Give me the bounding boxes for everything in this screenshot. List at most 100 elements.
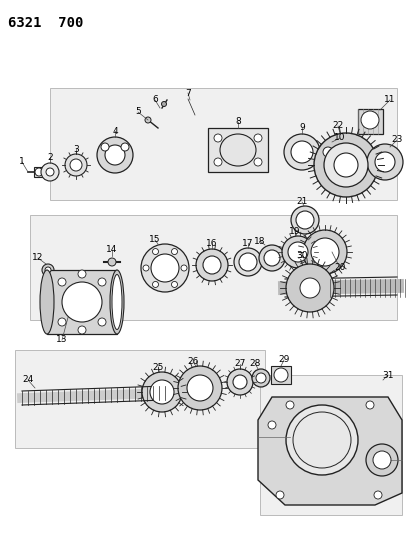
Circle shape bbox=[300, 278, 320, 298]
Circle shape bbox=[366, 444, 398, 476]
Circle shape bbox=[178, 366, 222, 410]
Circle shape bbox=[98, 318, 106, 326]
Circle shape bbox=[101, 143, 109, 151]
Text: 28: 28 bbox=[249, 359, 261, 367]
Circle shape bbox=[361, 111, 379, 129]
Circle shape bbox=[234, 248, 262, 276]
Circle shape bbox=[254, 158, 262, 166]
Text: 11: 11 bbox=[384, 95, 396, 104]
Ellipse shape bbox=[40, 270, 54, 334]
Polygon shape bbox=[260, 375, 402, 515]
Circle shape bbox=[256, 373, 266, 383]
Text: 15: 15 bbox=[149, 236, 161, 245]
Ellipse shape bbox=[110, 270, 124, 334]
Circle shape bbox=[254, 134, 262, 142]
Bar bbox=[208, 128, 268, 172]
Circle shape bbox=[286, 264, 334, 312]
Circle shape bbox=[323, 147, 333, 157]
Circle shape bbox=[239, 253, 257, 271]
Circle shape bbox=[150, 380, 174, 404]
Circle shape bbox=[367, 144, 403, 180]
Circle shape bbox=[214, 134, 222, 142]
Ellipse shape bbox=[112, 274, 122, 329]
Circle shape bbox=[65, 154, 87, 176]
Polygon shape bbox=[15, 350, 265, 448]
Text: 17: 17 bbox=[242, 238, 254, 247]
Text: 29: 29 bbox=[278, 356, 290, 365]
Circle shape bbox=[264, 250, 280, 266]
Circle shape bbox=[303, 230, 347, 274]
Circle shape bbox=[286, 401, 294, 409]
Ellipse shape bbox=[286, 405, 358, 475]
Circle shape bbox=[41, 163, 59, 181]
Circle shape bbox=[62, 282, 102, 322]
Text: 9: 9 bbox=[299, 124, 305, 133]
Circle shape bbox=[373, 451, 391, 469]
Circle shape bbox=[181, 265, 187, 271]
Circle shape bbox=[276, 491, 284, 499]
Text: 1: 1 bbox=[19, 157, 25, 166]
Bar bbox=[358, 109, 383, 134]
Circle shape bbox=[291, 206, 319, 234]
Text: 26: 26 bbox=[187, 358, 199, 367]
Polygon shape bbox=[50, 88, 397, 200]
Circle shape bbox=[233, 375, 247, 389]
Circle shape bbox=[42, 264, 54, 276]
Circle shape bbox=[259, 245, 285, 271]
Circle shape bbox=[153, 281, 158, 287]
Circle shape bbox=[162, 101, 166, 107]
Text: 14: 14 bbox=[106, 246, 118, 254]
Circle shape bbox=[105, 145, 125, 165]
Circle shape bbox=[284, 134, 320, 170]
Polygon shape bbox=[30, 215, 397, 320]
Circle shape bbox=[145, 117, 151, 123]
Text: 10: 10 bbox=[334, 133, 346, 142]
Circle shape bbox=[252, 369, 270, 387]
Circle shape bbox=[70, 159, 82, 171]
Circle shape bbox=[227, 369, 253, 395]
Text: 12: 12 bbox=[32, 254, 44, 262]
Circle shape bbox=[187, 375, 213, 401]
Text: 16: 16 bbox=[206, 238, 218, 247]
Circle shape bbox=[58, 318, 66, 326]
Text: 31: 31 bbox=[382, 370, 394, 379]
Circle shape bbox=[78, 270, 86, 278]
Circle shape bbox=[58, 278, 66, 286]
Text: 30: 30 bbox=[296, 251, 308, 260]
Circle shape bbox=[141, 244, 189, 292]
Circle shape bbox=[35, 168, 43, 176]
Circle shape bbox=[268, 421, 276, 429]
Circle shape bbox=[334, 153, 358, 177]
Text: 7: 7 bbox=[185, 88, 191, 98]
Polygon shape bbox=[258, 397, 402, 505]
Text: 21: 21 bbox=[296, 198, 308, 206]
Circle shape bbox=[151, 254, 179, 282]
Circle shape bbox=[143, 265, 149, 271]
Text: 3: 3 bbox=[73, 144, 79, 154]
Circle shape bbox=[282, 236, 314, 268]
Bar bbox=[34, 167, 44, 177]
Circle shape bbox=[78, 326, 86, 334]
Text: 27: 27 bbox=[234, 359, 246, 368]
Circle shape bbox=[171, 281, 177, 287]
Text: 20: 20 bbox=[334, 263, 346, 272]
Polygon shape bbox=[47, 270, 117, 334]
Text: 23: 23 bbox=[391, 135, 403, 144]
Circle shape bbox=[121, 143, 129, 151]
Text: 24: 24 bbox=[22, 376, 33, 384]
Text: 6: 6 bbox=[152, 95, 158, 104]
Circle shape bbox=[171, 248, 177, 255]
Text: 22: 22 bbox=[333, 122, 344, 131]
Circle shape bbox=[318, 142, 338, 162]
Circle shape bbox=[153, 248, 158, 255]
Text: 8: 8 bbox=[235, 117, 241, 126]
Circle shape bbox=[45, 267, 51, 273]
Circle shape bbox=[366, 401, 374, 409]
Circle shape bbox=[203, 256, 221, 274]
Circle shape bbox=[98, 278, 106, 286]
Text: 6321  700: 6321 700 bbox=[8, 16, 83, 30]
Text: 4: 4 bbox=[112, 126, 118, 135]
Circle shape bbox=[142, 372, 182, 412]
Circle shape bbox=[291, 141, 313, 163]
Circle shape bbox=[314, 133, 378, 197]
